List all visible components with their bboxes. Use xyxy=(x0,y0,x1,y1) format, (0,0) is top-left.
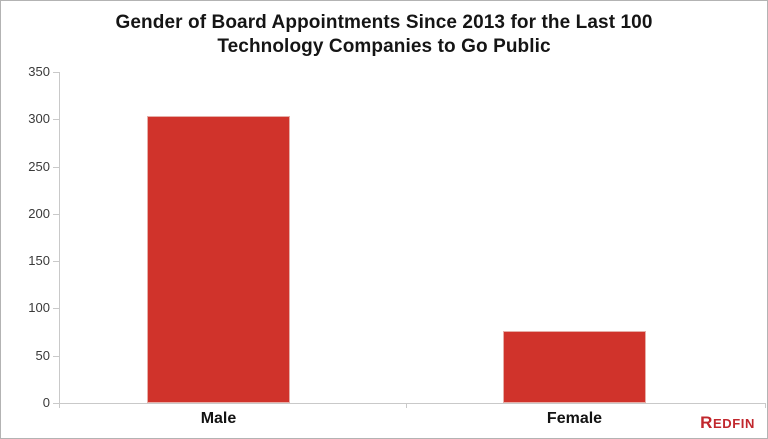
y-axis-tick-label: 250 xyxy=(28,158,50,174)
redfin-logo: REDFIN xyxy=(700,413,755,433)
y-axis-tick-label: 350 xyxy=(28,64,50,79)
chart-title-line-1: Gender of Board Appointments Since 2013 … xyxy=(115,12,653,33)
chart-title-line-2: Technology Companies to Go Public xyxy=(217,36,551,57)
bar-male xyxy=(147,116,290,403)
y-axis-line xyxy=(59,72,60,404)
y-axis-tick-label: 150 xyxy=(28,253,50,269)
x-axis-tick xyxy=(406,403,407,408)
y-axis-tick xyxy=(53,355,59,357)
y-axis-tick-label: 300 xyxy=(28,111,50,127)
y-axis-tick xyxy=(53,213,59,215)
y-axis-tick-label: 200 xyxy=(28,205,50,221)
y-axis-tick xyxy=(53,403,59,404)
y-axis-tick-label: 100 xyxy=(28,300,50,316)
y-axis-tick-label: 50 xyxy=(35,347,50,363)
y-axis-tick xyxy=(53,261,59,263)
bar-female xyxy=(503,331,646,403)
x-axis-tick xyxy=(59,403,60,408)
y-axis-tick xyxy=(53,72,59,73)
y-axis-tick xyxy=(53,308,59,310)
x-axis-tick xyxy=(765,403,766,408)
y-axis-tick xyxy=(53,119,59,121)
y-axis-tick xyxy=(53,166,59,168)
chart-title: Gender of Board Appointments Since 2013 … xyxy=(0,11,768,59)
redfin-logo-first-letter: R xyxy=(700,413,713,432)
x-axis-category-label-female: Female xyxy=(546,410,603,427)
y-axis-tick-label: 0 xyxy=(42,395,50,410)
x-axis-line xyxy=(59,403,765,404)
redfin-logo-rest: EDFIN xyxy=(713,416,755,431)
x-axis-category-label-male: Male xyxy=(200,410,237,427)
